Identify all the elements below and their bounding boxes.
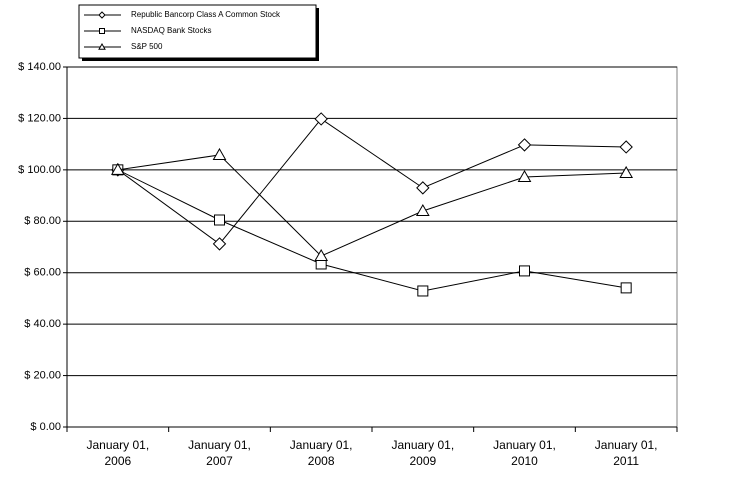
x-tick-label: January 01, 2007 (188, 438, 251, 468)
marker (314, 248, 329, 261)
marker (98, 42, 106, 50)
marker (416, 181, 430, 195)
plot-area (66, 66, 678, 428)
marker (620, 282, 632, 294)
y-tick-label: $ 80.00 (24, 215, 61, 227)
marker (212, 237, 227, 251)
marker (517, 170, 532, 183)
x-tick-label: January 01, 2009 (391, 438, 455, 468)
y-tick-label: $ 140.00 (18, 61, 61, 73)
marker (212, 147, 227, 160)
y-tick-label: $ 100.00 (18, 164, 61, 176)
marker (415, 203, 430, 216)
marker (619, 165, 634, 178)
y-tick-label: $ 40.00 (24, 318, 61, 330)
y-tick-label: $ 0.00 (30, 421, 61, 433)
series-line (117, 169, 627, 292)
marker (98, 11, 106, 19)
y-tick-label: $ 20.00 (24, 369, 61, 381)
x-tick-label: January 01, 2010 (493, 438, 556, 468)
marker (519, 265, 530, 277)
series-line (117, 154, 627, 257)
series-line (117, 118, 627, 245)
marker (99, 28, 105, 34)
legend-label: S&P 500 (131, 42, 163, 51)
y-tick-label: $ 60.00 (24, 267, 61, 279)
legend-label: NASDAQ Bank Stocks (131, 26, 211, 35)
x-tick-label: January 01, 2006 (86, 438, 150, 468)
marker (214, 214, 225, 226)
x-tick-label: January 01, 2011 (594, 438, 658, 468)
marker (517, 138, 532, 152)
legend-label: Republic Bancorp Class A Common Stock (131, 10, 281, 19)
marker (314, 112, 328, 126)
marker (619, 140, 633, 154)
marker (110, 162, 125, 175)
marker (417, 285, 429, 297)
x-tick-label: January 01, 2008 (289, 438, 353, 468)
y-tick-label: $ 120.00 (18, 112, 61, 124)
